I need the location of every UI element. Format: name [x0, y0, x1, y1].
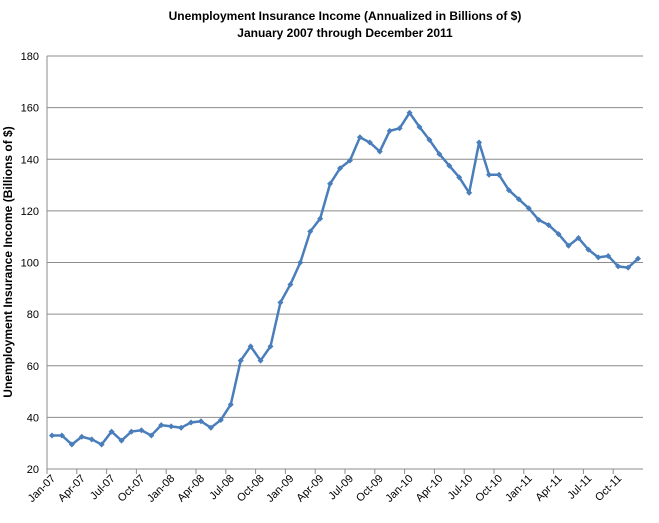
marker [297, 259, 304, 266]
y-tick-label: 20 [27, 464, 39, 476]
marker [307, 228, 314, 235]
x-tick-label: Oct-11 [593, 473, 624, 504]
marker [515, 196, 522, 203]
marker [138, 427, 145, 434]
marker [585, 246, 592, 253]
marker [317, 215, 324, 222]
marker [197, 418, 204, 425]
x-tick-label: Jan-07 [26, 473, 58, 505]
marker [188, 419, 195, 426]
marker [525, 205, 532, 212]
marker [88, 436, 95, 443]
marker [227, 401, 234, 408]
x-tick-label: Oct-10 [473, 473, 505, 505]
marker [426, 136, 433, 143]
marker [168, 423, 175, 430]
x-tick-label: Jul-07 [88, 473, 118, 503]
x-tick-label: Apr-10 [414, 473, 446, 505]
marker [486, 171, 493, 178]
marker [287, 281, 294, 288]
marker [237, 357, 244, 364]
marker [108, 428, 115, 435]
marker [337, 165, 344, 172]
x-tick-label: Apr-09 [294, 473, 326, 505]
chart-subtitle: January 2007 through December 2011 [237, 26, 453, 40]
x-tick-label: Jul-10 [446, 473, 476, 503]
marker [635, 255, 642, 262]
x-tick-label: Apr-11 [533, 473, 564, 504]
marker [327, 180, 334, 187]
marker [495, 171, 502, 178]
y-tick-label: 100 [21, 258, 39, 270]
marker [456, 174, 463, 181]
y-tick-label: 180 [21, 51, 39, 63]
marker [396, 125, 403, 132]
marker [346, 157, 353, 164]
marker [247, 343, 254, 350]
x-tick-label: Oct-08 [235, 473, 267, 505]
x-tick-label: Jul-08 [207, 473, 237, 503]
marker [466, 189, 473, 196]
marker [416, 123, 423, 130]
marker [545, 222, 552, 229]
marker [595, 254, 602, 261]
x-tick-label: Apr-08 [175, 473, 207, 505]
marker [178, 424, 185, 431]
marker [386, 127, 393, 134]
marker [48, 432, 55, 439]
marker [267, 343, 274, 350]
marker [605, 253, 612, 260]
y-tick-label: 60 [27, 361, 39, 373]
marker [446, 162, 453, 169]
marker [148, 432, 155, 439]
marker [565, 242, 572, 249]
marker [98, 441, 105, 448]
marker [158, 422, 165, 429]
marker [376, 148, 383, 155]
marker [128, 428, 135, 435]
x-tick-label: Jan-11 [503, 473, 535, 505]
marker [505, 187, 512, 194]
marker [257, 357, 264, 364]
x-tick-label: Jan-10 [383, 473, 415, 505]
marker [406, 109, 413, 116]
line [51, 111, 639, 446]
y-tick-label: 40 [27, 412, 39, 424]
x-tick-label: Apr-07 [56, 473, 88, 505]
y-axis-label: Unemployment Insurance Income (Billions … [1, 126, 15, 397]
marker [68, 441, 75, 448]
marker [277, 299, 284, 306]
y-tick-label: 160 [21, 103, 39, 115]
x-tick-label: Oct-07 [116, 473, 148, 505]
x-tick-label: Oct-09 [354, 473, 386, 505]
marker [535, 216, 542, 223]
marker [555, 231, 562, 238]
chart-title: Unemployment Insurance Income (Annualize… [169, 9, 522, 23]
marker [476, 139, 483, 146]
marker [217, 416, 224, 423]
marker [366, 139, 373, 146]
marker [615, 263, 622, 270]
y-tick-label: 120 [21, 206, 39, 218]
x-tick-label: Jul-09 [326, 473, 356, 503]
marker [625, 264, 632, 271]
marker [356, 134, 363, 141]
marker [436, 151, 443, 158]
marker [78, 433, 85, 440]
y-tick-label: 80 [27, 309, 39, 321]
marker [118, 437, 125, 444]
x-tick-label: Jan-09 [264, 473, 296, 505]
marker [207, 424, 214, 431]
y-tick-label: 140 [21, 154, 39, 166]
x-tick-label: Jan-08 [145, 473, 177, 505]
x-tick-label: Jul-11 [565, 473, 594, 502]
marker [58, 432, 65, 439]
marker [575, 234, 582, 241]
